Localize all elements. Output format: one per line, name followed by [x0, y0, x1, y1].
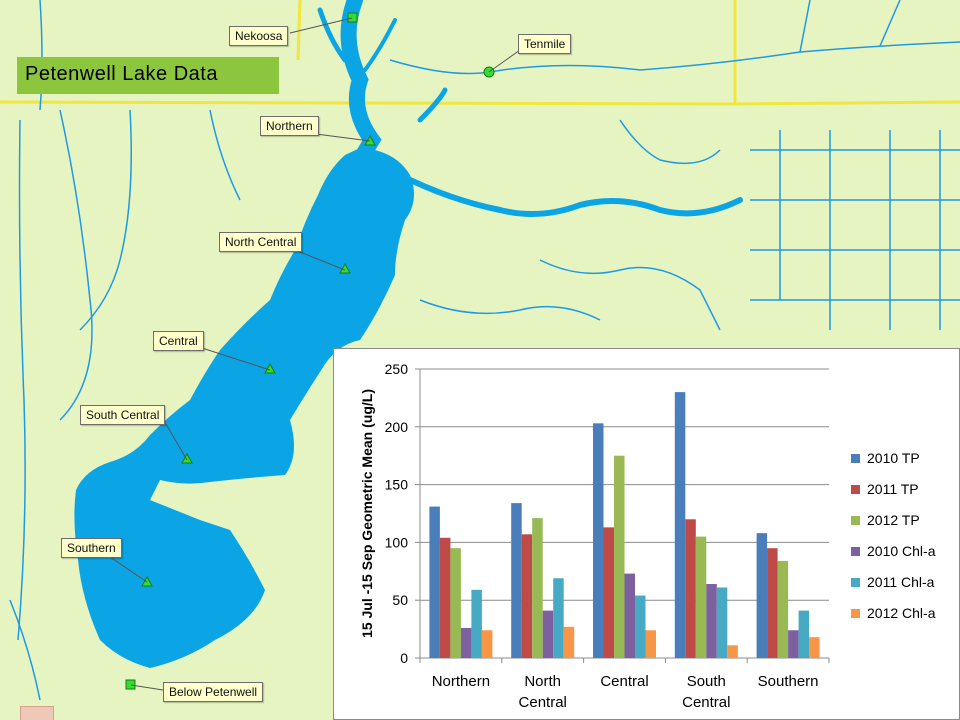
- bar: [563, 626, 575, 658]
- site-label-tenmile[interactable]: Tenmile: [518, 34, 572, 54]
- legend-swatch: [851, 516, 860, 525]
- bar: [481, 630, 493, 658]
- bar: [429, 506, 440, 658]
- bar-chart: 0 50 100 150 200 250 Northern North Central Centr…: [359, 361, 936, 711]
- bar: [471, 589, 482, 658]
- y-tick-label: 250: [385, 361, 409, 377]
- bar: [645, 630, 656, 658]
- legend-swatch: [851, 609, 860, 618]
- legend-label: 2012 Chl-a: [867, 605, 936, 621]
- bar: [624, 573, 635, 658]
- bar: [521, 534, 533, 658]
- site-label-nekoosa[interactable]: Nekoosa: [229, 26, 289, 46]
- site-label-below-petenwell[interactable]: Below Petenwell: [163, 682, 264, 702]
- legend-label: 2010 TP: [867, 450, 920, 466]
- bar: [788, 630, 799, 658]
- legend-label: 2010 Chl-a: [867, 543, 936, 559]
- y-tick-label: 150: [385, 477, 409, 493]
- x-tick-label: Southern: [758, 673, 819, 690]
- callout-leaders: [109, 17, 521, 691]
- legend-swatch: [851, 485, 860, 494]
- legend-label: 2012 TP: [867, 512, 920, 528]
- bar: [635, 595, 646, 658]
- legend-swatch: [851, 454, 860, 463]
- y-axis-label: 15 Jul -15 Sep Geometric Mean (ug/L): [359, 389, 375, 638]
- x-tick-label: North: [524, 673, 561, 690]
- bar: [674, 392, 686, 658]
- x-tick-label: Central: [600, 673, 648, 690]
- bar: [798, 610, 810, 658]
- site-marker-central: [264, 362, 276, 374]
- bar: [777, 560, 789, 658]
- bar: [553, 578, 564, 658]
- lake-water: [74, 148, 415, 668]
- bar: [542, 610, 554, 658]
- bar: [439, 537, 451, 658]
- y-tick-label: 200: [385, 419, 409, 435]
- bar: [706, 584, 717, 658]
- page-title: Petenwell Lake Data: [25, 63, 218, 85]
- bar: [767, 548, 778, 658]
- bar: [450, 548, 461, 658]
- y-tick-label: 0: [400, 650, 408, 666]
- roads: [0, 0, 960, 106]
- bar: [695, 536, 707, 658]
- chart-panel: 0 50 100 150 200 250 Northern North Central Centr…: [333, 348, 960, 720]
- title-banner: Petenwell Lake Data: [17, 57, 279, 94]
- x-tick-label: Central: [682, 694, 730, 711]
- bar: [511, 503, 522, 658]
- bar: [593, 423, 604, 658]
- y-tick-label: 100: [385, 534, 409, 550]
- bar: [460, 627, 472, 658]
- bar: [809, 637, 820, 658]
- site-markers: [125, 12, 495, 690]
- site-label-south-central[interactable]: South Central: [80, 405, 166, 425]
- site-marker-south-central: [181, 452, 193, 464]
- site-label-central[interactable]: Central: [153, 331, 204, 351]
- x-tick-label: South: [687, 673, 726, 690]
- site-label-northern[interactable]: Northern: [260, 116, 319, 136]
- legend-swatch: [851, 547, 860, 556]
- site-label-southern[interactable]: Southern: [61, 538, 122, 558]
- site-marker-below-petenwell: [125, 679, 136, 690]
- bar: [756, 533, 768, 658]
- legend-label: 2011 Chl-a: [867, 574, 935, 590]
- x-tick-label: Northern: [432, 673, 490, 690]
- bar: [716, 587, 728, 658]
- bar: [532, 518, 543, 658]
- x-tick-label: Central: [519, 694, 567, 711]
- bar: [603, 527, 614, 658]
- site-label-north-central[interactable]: North Central: [219, 232, 303, 252]
- corner-swatch: [20, 706, 54, 720]
- bar: [727, 645, 738, 658]
- y-tick-label: 50: [392, 592, 408, 608]
- streams: [9, 0, 960, 701]
- bar: [614, 455, 625, 658]
- bar: [685, 519, 696, 658]
- site-marker-nekoosa: [347, 12, 358, 23]
- legend-label: 2011 TP: [867, 481, 919, 497]
- legend-swatch: [851, 578, 860, 587]
